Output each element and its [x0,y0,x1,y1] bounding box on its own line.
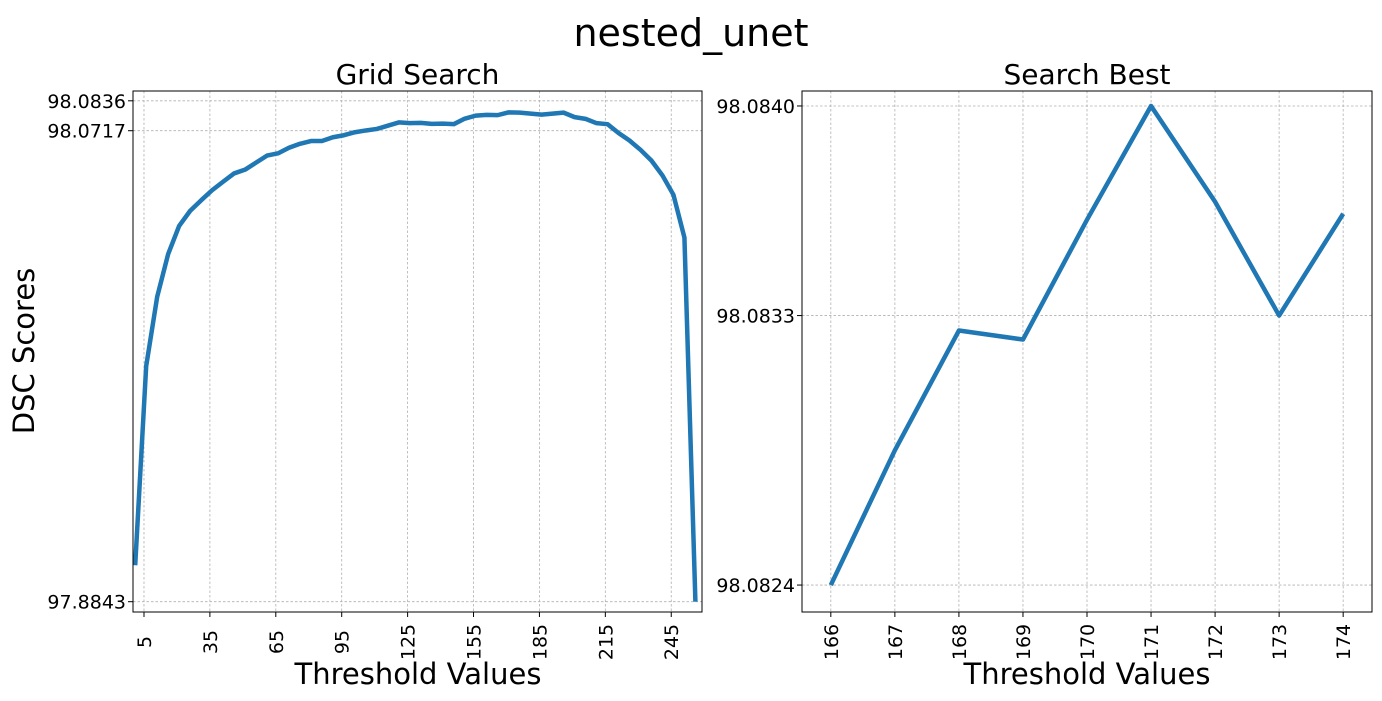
x-tick-label: 169 [1013,624,1035,660]
x-tick-label: 168 [949,624,971,660]
x-tick-label: 215 [595,624,617,660]
y-tick-label: 98.0840 [716,96,795,118]
grid-search-xlabel: Threshold Values [294,657,542,691]
x-tick-label: 185 [529,624,551,660]
x-tick-label: 172 [1205,624,1227,660]
grid-search-gridlines [133,91,702,612]
x-tick-label: 170 [1077,624,1099,660]
y-tick-label: 98.0717 [47,121,126,143]
y-tick-label: 98.0824 [716,575,795,597]
grid-search-ylabel: DSC Scores [7,268,41,435]
x-tick-label: 5 [134,636,156,648]
x-tick-label: 166 [821,624,843,660]
search-best-ticks: 166 167 168 169 170 171 172 173 174 98.0824 98.083… [716,96,1355,660]
x-tick-label: 173 [1269,624,1291,660]
grid-search-title: Grid Search [336,58,500,91]
x-tick-label: 171 [1141,624,1163,660]
search-best-gridlines [802,91,1372,612]
x-tick-label: 167 [885,624,907,660]
figure-title: nested_unet [573,11,808,55]
search-best-frame [801,90,1373,613]
y-tick-label: 97.8843 [47,592,126,614]
x-tick-label: 95 [332,630,354,654]
grid-search-panel: Grid Search DSC Scores Threshold Values … [7,58,703,691]
search-best-title: Search Best [1003,58,1170,91]
x-tick-label: 155 [464,624,486,660]
grid-search-ticks: 5 35 65 95 125 155 185 215 245 97.8843 98.0717 98.0… [47,91,683,660]
x-tick-label: 65 [266,630,288,654]
x-tick-label: 125 [398,624,420,660]
x-tick-label: 245 [661,624,683,660]
search-best-dsc-line [828,103,1346,587]
search-best-xlabel: Threshold Values [963,657,1211,691]
grid-search-frame [132,90,703,613]
y-tick-label: 98.0833 [716,306,795,328]
y-tick-label: 98.0836 [47,91,126,113]
grid-search-dsc-line [132,110,698,602]
search-best-panel: Search Best Threshold Values 166 167 168 16… [716,58,1373,691]
x-tick-label: 35 [200,630,222,654]
x-tick-label: 174 [1333,624,1355,660]
